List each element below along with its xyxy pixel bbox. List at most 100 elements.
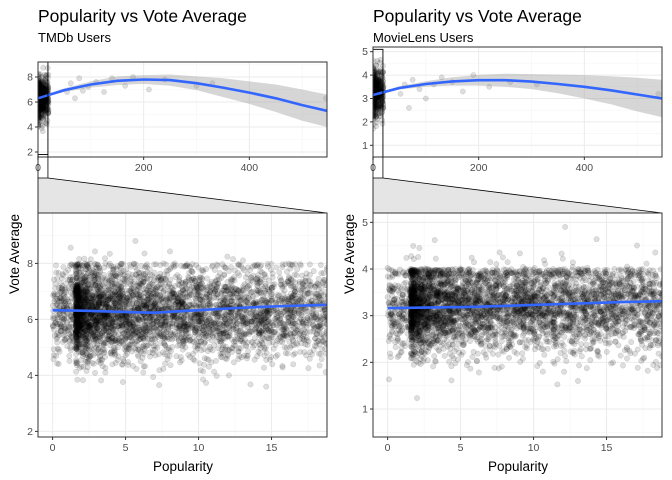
data-point <box>170 294 177 301</box>
data-point <box>41 85 47 91</box>
data-point <box>225 372 232 379</box>
data-point <box>328 338 333 343</box>
data-point <box>105 262 112 269</box>
data-point <box>229 277 236 284</box>
data-point <box>320 270 327 277</box>
data-point <box>127 263 134 270</box>
data-point <box>66 276 73 283</box>
data-point <box>230 256 236 263</box>
data-point <box>123 313 130 320</box>
data-point <box>231 285 238 292</box>
data-point <box>222 355 229 362</box>
data-point <box>38 100 45 106</box>
data-point <box>137 336 144 343</box>
data-point <box>221 327 227 334</box>
data-point <box>261 271 268 278</box>
data-point <box>75 292 81 299</box>
data-point <box>38 78 42 85</box>
data-point <box>38 78 45 85</box>
data-point <box>75 295 82 302</box>
data-point <box>193 275 199 282</box>
data-point <box>270 345 277 352</box>
data-point <box>39 89 45 95</box>
data-point <box>196 274 203 281</box>
y-axis-title: Vote Average <box>7 214 22 294</box>
data-point <box>95 302 102 309</box>
data-point <box>265 277 272 284</box>
data-point <box>73 274 80 280</box>
data-point <box>66 352 73 359</box>
data-point <box>287 307 294 314</box>
data-point <box>40 85 47 92</box>
data-point <box>191 357 198 364</box>
data-point <box>40 81 46 88</box>
data-point <box>93 335 100 342</box>
data-point <box>39 88 46 95</box>
data-point <box>62 294 69 301</box>
data-point <box>89 266 96 273</box>
data-point <box>40 105 47 112</box>
data-point <box>100 346 106 353</box>
data-point <box>255 348 262 355</box>
data-point <box>75 292 82 299</box>
data-point <box>230 359 237 366</box>
data-point <box>38 107 42 114</box>
data-point <box>90 274 97 281</box>
data-point <box>44 98 51 105</box>
data-point <box>45 72 52 78</box>
data-point <box>142 314 149 320</box>
data-point <box>101 264 108 271</box>
data-point <box>110 344 117 351</box>
data-point <box>310 312 317 319</box>
data-point <box>84 324 91 331</box>
data-point <box>181 337 188 344</box>
data-point <box>92 281 99 288</box>
data-point <box>236 353 243 359</box>
data-point <box>40 75 46 82</box>
data-point <box>150 315 157 322</box>
data-point <box>39 102 46 108</box>
data-point <box>83 263 90 270</box>
data-point <box>122 336 129 343</box>
data-point <box>216 324 223 331</box>
data-point <box>168 264 175 271</box>
data-point <box>137 326 144 333</box>
data-point <box>183 321 190 328</box>
data-point <box>152 352 159 359</box>
data-point <box>39 89 46 95</box>
data-point <box>73 332 80 339</box>
data-point <box>89 293 96 300</box>
data-point <box>38 85 43 92</box>
data-point <box>277 309 284 315</box>
data-point <box>125 293 132 300</box>
data-point <box>223 355 230 362</box>
data-point <box>77 286 84 293</box>
data-point <box>198 267 205 274</box>
data-point <box>261 344 268 351</box>
data-point <box>38 104 42 111</box>
data-point <box>111 289 118 296</box>
data-point <box>210 281 217 288</box>
overview-panel: 020040012345 <box>362 46 663 174</box>
data-point <box>84 341 91 348</box>
data-point <box>38 86 42 93</box>
data-point <box>88 300 95 307</box>
data-point <box>38 83 42 90</box>
data-point <box>327 273 332 278</box>
data-point <box>129 337 136 344</box>
data-point <box>92 369 98 376</box>
data-point <box>59 271 66 278</box>
panel-border <box>37 61 328 158</box>
data-point <box>76 293 83 300</box>
data-point <box>53 352 60 359</box>
y-tick-label: 5 <box>362 46 368 58</box>
data-point <box>246 300 253 307</box>
data-point <box>87 256 94 263</box>
data-point <box>254 288 261 295</box>
data-point <box>38 116 42 123</box>
data-point <box>282 261 289 268</box>
data-point <box>252 326 259 333</box>
data-point <box>117 284 124 290</box>
data-point <box>292 333 299 340</box>
data-point <box>39 88 46 95</box>
